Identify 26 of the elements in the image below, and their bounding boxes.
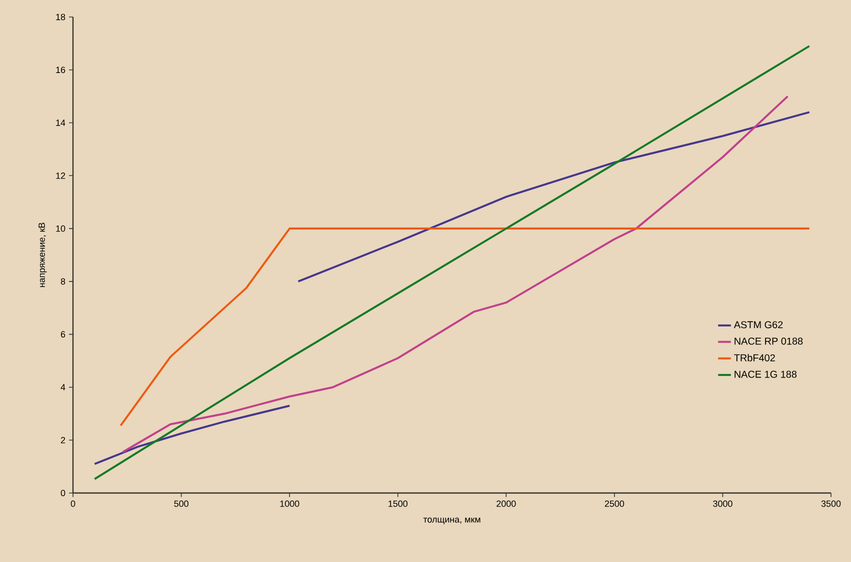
x-tick-label: 2500 [604, 500, 624, 507]
x-tick-label: 2000 [496, 500, 516, 507]
y-tick-label: 2 [60, 436, 66, 444]
x-tick-label: 3500 [821, 500, 841, 507]
x-axis-title: толщина, мкм [423, 518, 480, 524]
y-tick-label: 6 [60, 331, 66, 338]
x-tick-label: 3000 [713, 500, 732, 507]
y-tick-label: 0 [60, 490, 66, 496]
x-tick-label: 1000 [280, 500, 300, 507]
y-tick-label: 16 [56, 66, 66, 74]
legend-label: NACE 1G 188 [734, 370, 797, 378]
line-series [120, 228, 810, 427]
y-tick-label: 4 [60, 384, 66, 390]
line-series [94, 45, 810, 480]
x-tick-label: 500 [174, 500, 188, 507]
x-tick-label: 0 [70, 500, 76, 507]
legend-label: NACE RP 0188 [734, 338, 803, 345]
y-tick-label: 12 [56, 172, 66, 179]
y-tick-label: 14 [56, 120, 66, 126]
legend-label: TRbF402 [734, 354, 775, 362]
y-tick-label: 10 [56, 225, 66, 232]
x-tick-label: 1500 [388, 500, 408, 507]
legend-label: ASTM G62 [734, 321, 783, 328]
y-tick-label: 8 [60, 278, 66, 285]
y-axis-title: напряжение, кВ [38, 222, 47, 288]
y-tick-label: 18 [56, 14, 66, 20]
